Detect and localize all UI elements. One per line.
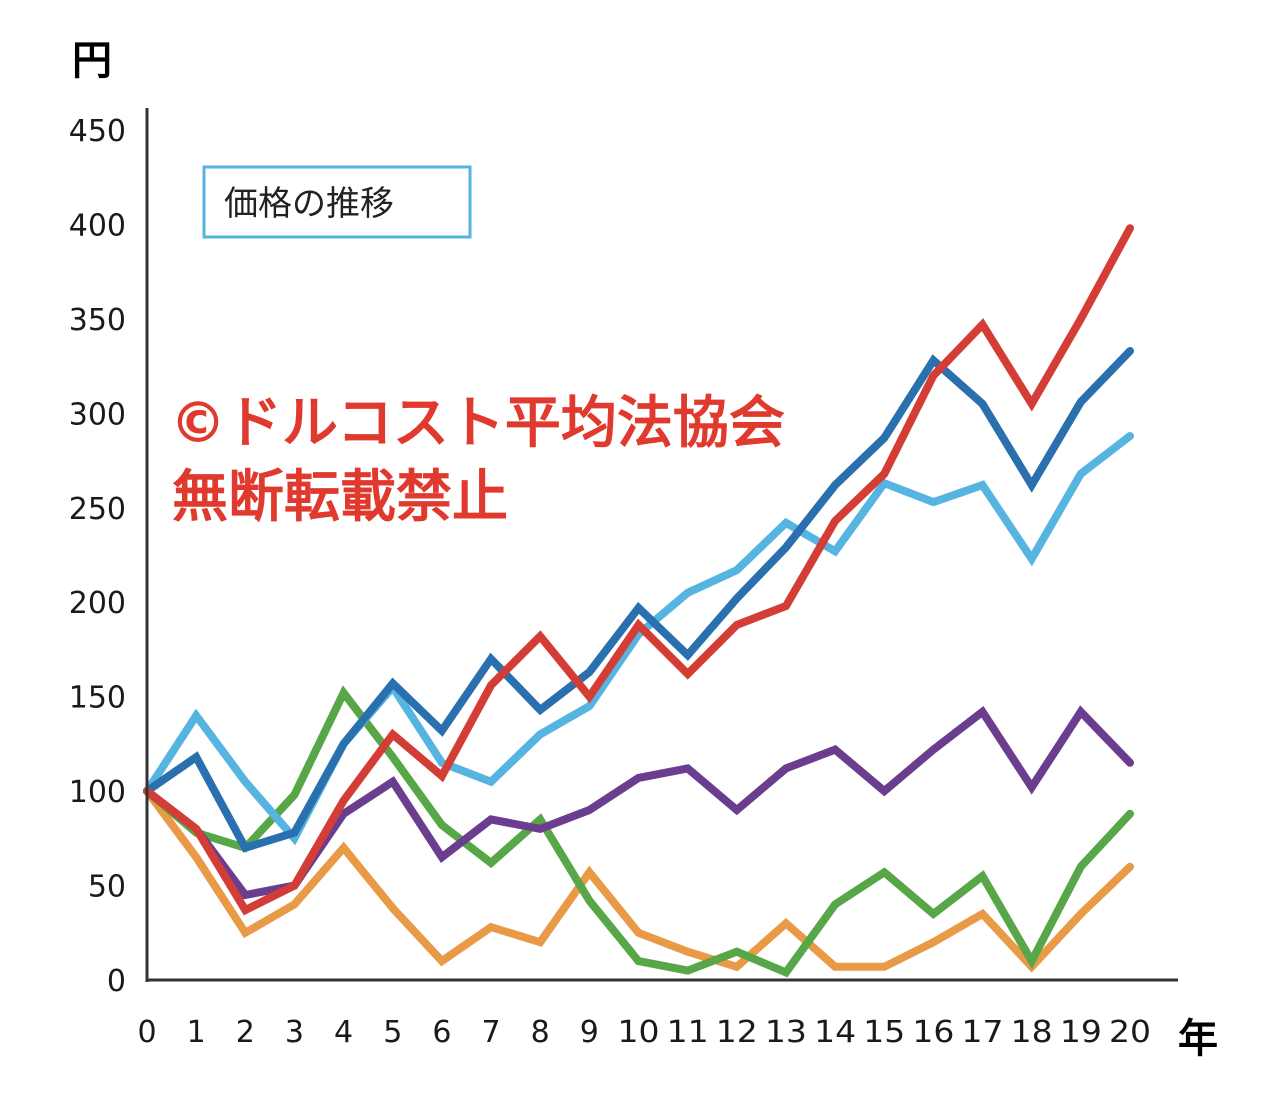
y-tick-label: 50	[88, 870, 126, 905]
legend-box: 価格の推移	[202, 165, 472, 239]
y-tick-label: 0	[107, 964, 126, 999]
x-tick-label: 0	[137, 1015, 156, 1050]
x-tick-label: 20	[1109, 1015, 1151, 1050]
series-line-3	[143, 705, 1134, 900]
series-line-5	[143, 347, 1134, 853]
x-tick-label: 11	[667, 1015, 709, 1050]
watermark-line-2: 無断転載禁止	[172, 465, 508, 530]
y-tick-label: 200	[69, 586, 126, 621]
x-tick-label: 9	[580, 1015, 599, 1050]
series-line-2	[143, 685, 1134, 978]
x-tick-label: 2	[236, 1015, 255, 1050]
x-tick-label: 17	[962, 1015, 1004, 1050]
chart-title: 価格の推移	[224, 184, 394, 224]
x-tick-label: 16	[912, 1015, 954, 1050]
x-tick-label: 7	[482, 1015, 501, 1050]
series-layer	[143, 224, 1134, 978]
x-tick-label: 4	[334, 1015, 353, 1050]
y-tick-label: 350	[69, 303, 126, 338]
y-tick-label: 450	[69, 114, 126, 149]
series-line-1	[143, 787, 1134, 973]
x-tick-label: 1	[187, 1015, 206, 1050]
x-tick-labels: 0 1 2 3 4 5 6 7 8 9 10 11 12 13 14 15 16 17 18 19 20	[137, 1015, 1151, 1050]
x-tick-label: 15	[863, 1015, 905, 1050]
axes-layer	[145, 108, 1178, 982]
legend-border	[202, 165, 472, 239]
y-tick-label: 100	[69, 775, 126, 810]
x-tick-label: 18	[1011, 1015, 1053, 1050]
y-tick-label: 250	[69, 492, 126, 527]
y-tick-labels: 0 50 100 150 200 250 300 350 400 450	[69, 114, 126, 999]
watermark-line-1: ©ドルコスト平均法協会	[170, 391, 785, 456]
series-line-6	[143, 224, 1134, 916]
x-tick-label: 3	[285, 1015, 304, 1050]
x-tick-label: 12	[716, 1015, 758, 1050]
x-axis-unit-label: 年	[1178, 1016, 1218, 1062]
watermark: ©ドルコスト平均法協会 無断転載禁止	[170, 391, 785, 530]
x-tick-label: 6	[432, 1015, 451, 1050]
x-tick-label: 13	[765, 1015, 807, 1050]
x-tick-label: 10	[618, 1015, 660, 1050]
x-tick-label: 14	[814, 1015, 856, 1050]
x-tick-label: 8	[531, 1015, 550, 1050]
y-tick-label: 400	[69, 208, 126, 243]
y-axis-unit-label: 円	[72, 38, 112, 84]
x-tick-label: 19	[1060, 1015, 1102, 1050]
y-tick-label: 300	[69, 397, 126, 432]
x-tick-label: 5	[383, 1015, 402, 1050]
y-tick-label: 150	[69, 681, 126, 716]
